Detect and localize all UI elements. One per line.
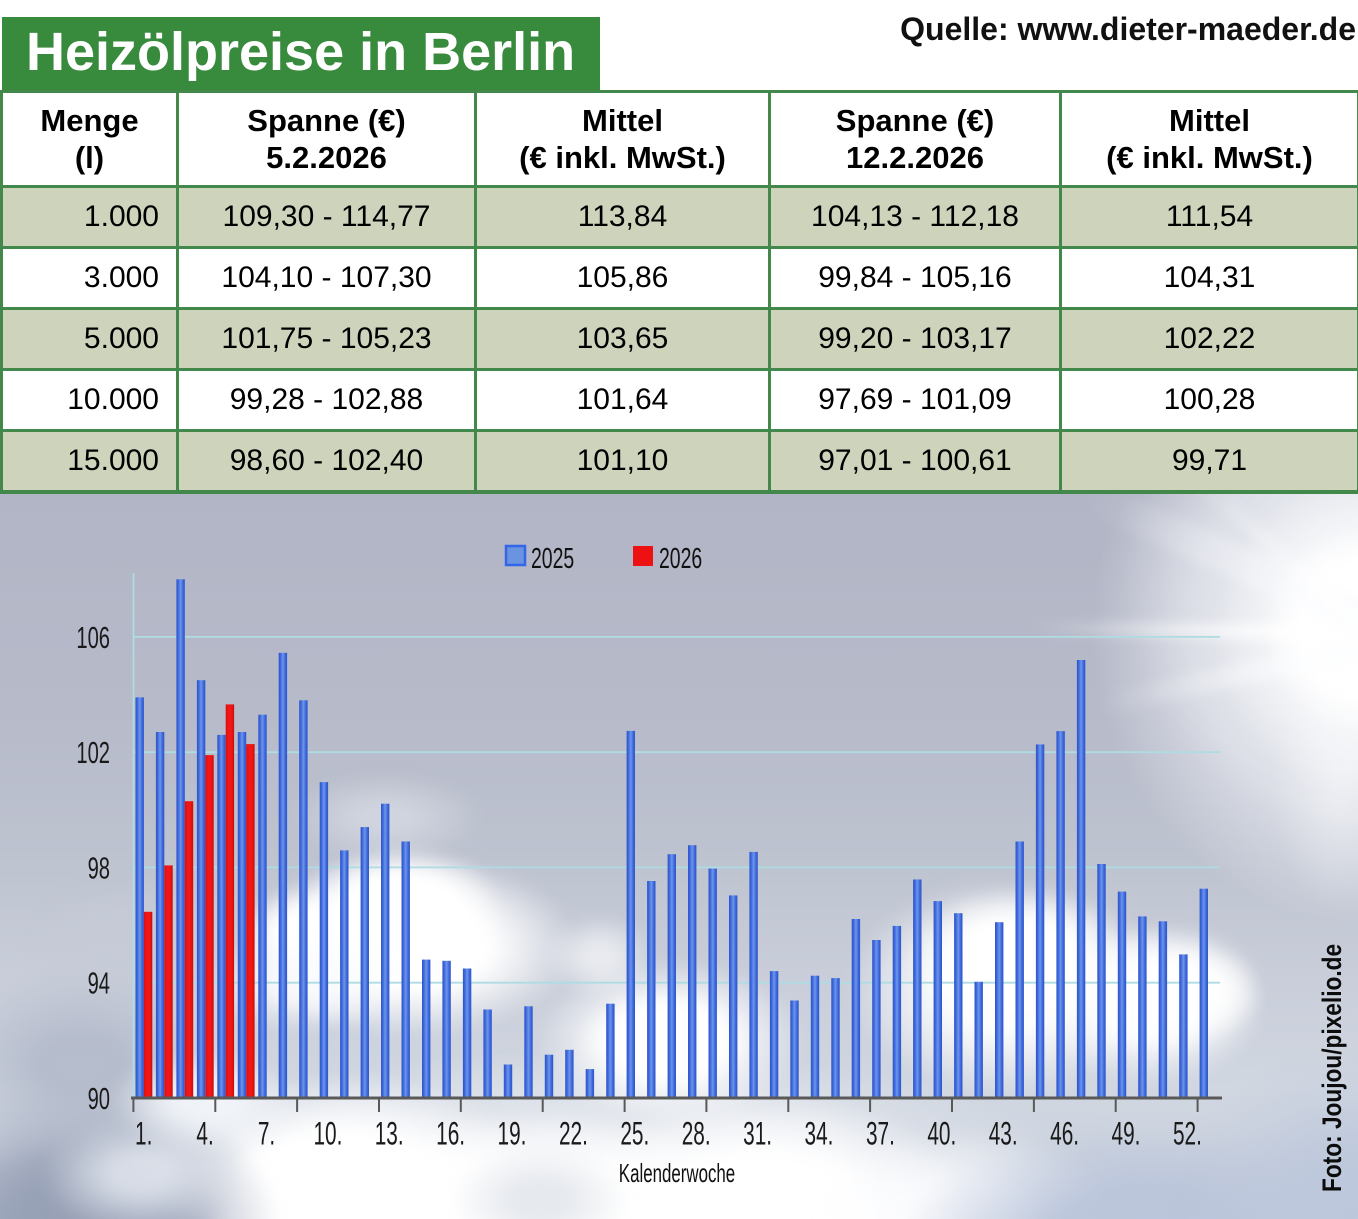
svg-text:Kalenderwoche: Kalenderwoche [619, 1158, 735, 1188]
svg-text:13.: 13. [375, 1116, 404, 1152]
svg-text:1.: 1. [135, 1116, 152, 1152]
svg-text:31.: 31. [743, 1116, 772, 1152]
svg-text:46.: 46. [1050, 1116, 1079, 1152]
svg-text:37.: 37. [866, 1116, 895, 1152]
svg-text:94: 94 [88, 965, 110, 1001]
svg-text:49.: 49. [1112, 1116, 1141, 1152]
svg-text:43.: 43. [989, 1116, 1018, 1152]
svg-text:10.: 10. [313, 1116, 342, 1152]
svg-text:90: 90 [88, 1080, 110, 1116]
svg-text:98: 98 [88, 850, 110, 886]
svg-text:28.: 28. [682, 1116, 711, 1152]
svg-text:102: 102 [76, 735, 110, 771]
svg-text:19.: 19. [498, 1116, 527, 1152]
svg-text:2025: 2025 [531, 543, 574, 575]
svg-text:7.: 7. [258, 1116, 275, 1152]
svg-text:Foto: Joujou/pixelio.de: Foto: Joujou/pixelio.de [1317, 944, 1347, 1192]
svg-text:40.: 40. [927, 1116, 956, 1152]
svg-text:16.: 16. [436, 1116, 465, 1152]
svg-text:2026: 2026 [659, 543, 702, 575]
svg-text:4.: 4. [196, 1116, 213, 1152]
svg-text:52.: 52. [1173, 1116, 1202, 1152]
svg-text:25.: 25. [620, 1116, 649, 1152]
svg-text:34.: 34. [805, 1116, 834, 1152]
svg-text:22.: 22. [559, 1116, 588, 1152]
svg-text:106: 106 [76, 619, 110, 655]
